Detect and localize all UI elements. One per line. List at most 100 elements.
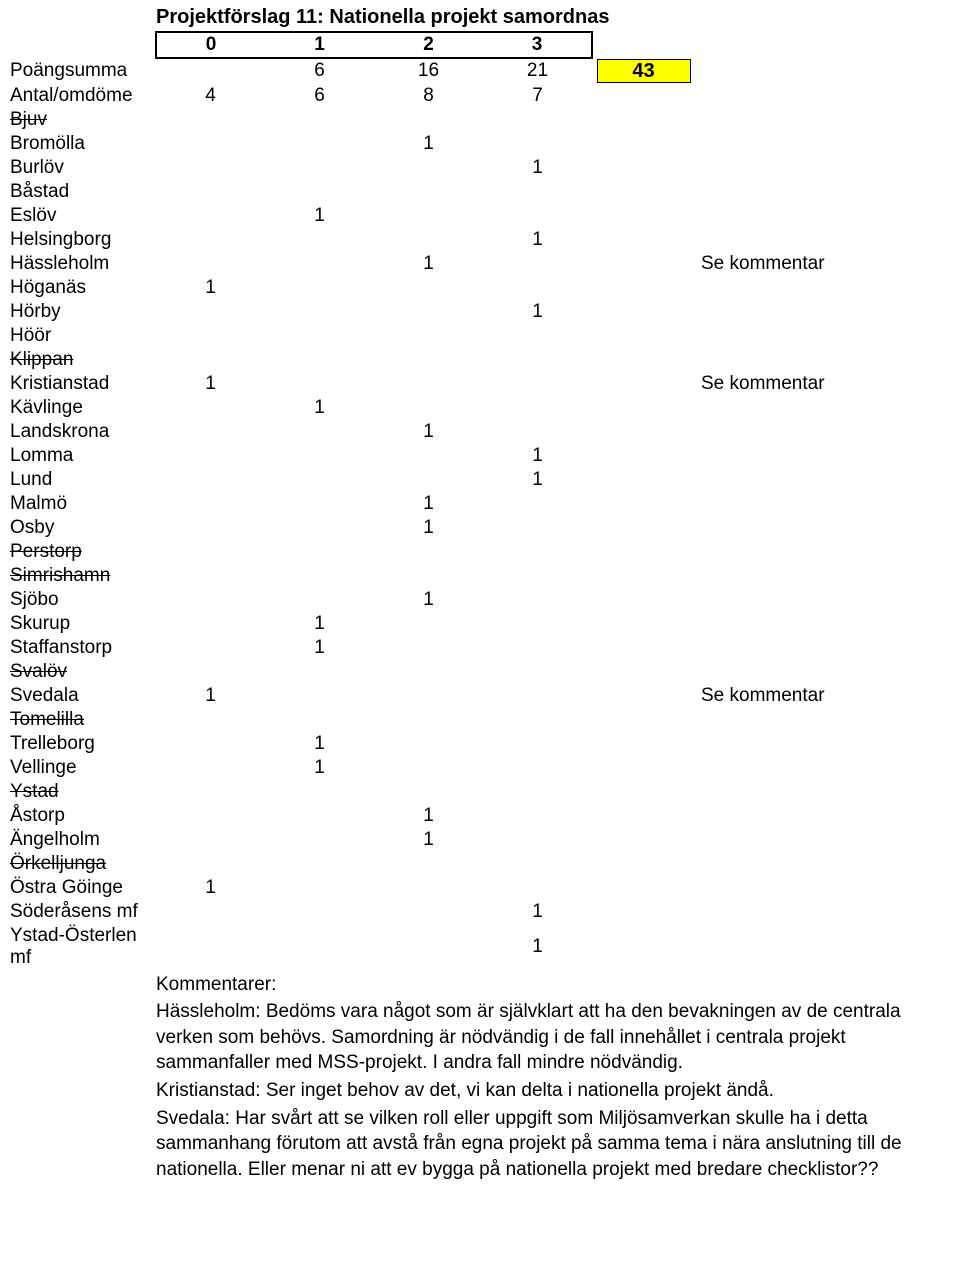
table-row: Ängelholm1: [10, 828, 950, 852]
row-note: [701, 756, 950, 780]
row-name: Klippan: [10, 348, 156, 372]
row-c2: [374, 228, 483, 252]
row-c0: 1: [156, 276, 265, 300]
row-c3: [483, 108, 592, 132]
row-c3: [483, 276, 592, 300]
row-name: Höör: [10, 324, 156, 348]
row-note: [701, 348, 950, 372]
row-name: Ystad-Österlen mf: [10, 924, 156, 970]
row-c3: 1: [483, 924, 592, 970]
row-c3: [483, 588, 592, 612]
row-c1: 1: [265, 636, 374, 660]
row-note: [701, 444, 950, 468]
table-row: Eslöv1: [10, 204, 950, 228]
count-c3: 7: [483, 84, 592, 108]
table-row: Bromölla1: [10, 132, 950, 156]
row-c2: [374, 660, 483, 684]
row-c2: [374, 540, 483, 564]
row-c0: [156, 420, 265, 444]
row-name: Perstorp: [10, 540, 156, 564]
table-row: Osby1: [10, 516, 950, 540]
table-row: Örkelljunga: [10, 852, 950, 876]
row-c1: [265, 540, 374, 564]
table-row: Tomelilla: [10, 708, 950, 732]
row-c2: [374, 324, 483, 348]
row-name: Burlöv: [10, 156, 156, 180]
count-c1: 6: [265, 84, 374, 108]
row-note: [701, 636, 950, 660]
row-name: Hörby: [10, 300, 156, 324]
row-c3: [483, 420, 592, 444]
row-note: [701, 228, 950, 252]
row-c3: [483, 516, 592, 540]
table-row: Svalöv: [10, 660, 950, 684]
sum-c0: [156, 58, 265, 84]
row-c2: [374, 180, 483, 204]
row-c3: [483, 492, 592, 516]
row-c0: [156, 324, 265, 348]
row-note: [701, 492, 950, 516]
row-c0: [156, 252, 265, 276]
table-row: Helsingborg1: [10, 228, 950, 252]
row-note: [701, 828, 950, 852]
row-c0: [156, 468, 265, 492]
table-row: Lund1: [10, 468, 950, 492]
row-c2: [374, 732, 483, 756]
row-c3: [483, 372, 592, 396]
row-c0: [156, 780, 265, 804]
row-c0: [156, 708, 265, 732]
row-c0: [156, 564, 265, 588]
sum-c3: 21: [483, 58, 592, 84]
row-c1: [265, 660, 374, 684]
row-name: Bjuv: [10, 108, 156, 132]
row-c2: 1: [374, 492, 483, 516]
row-c2: [374, 564, 483, 588]
comment-item: Svedala: Har svårt att se vilken roll el…: [156, 1106, 946, 1183]
row-c3: [483, 132, 592, 156]
row-name: Hässleholm: [10, 252, 156, 276]
row-c3: [483, 348, 592, 372]
comments-block: Kommentarer: Hässleholm: Bedöms vara någ…: [156, 972, 946, 1183]
row-c1: [265, 276, 374, 300]
table-row: Perstorp: [10, 540, 950, 564]
row-c0: [156, 756, 265, 780]
row-c3: [483, 660, 592, 684]
sum-row: Poängsumma 6 16 21 43: [10, 58, 950, 84]
row-c0: [156, 396, 265, 420]
row-c0: [156, 108, 265, 132]
row-c1: [265, 228, 374, 252]
row-name: Staffanstorp: [10, 636, 156, 660]
row-note: Se kommentar: [701, 684, 950, 708]
row-c3: [483, 180, 592, 204]
row-c2: 1: [374, 420, 483, 444]
row-c2: [374, 156, 483, 180]
row-c3: 1: [483, 900, 592, 924]
row-c2: 1: [374, 516, 483, 540]
row-c3: [483, 324, 592, 348]
row-name: Höganäs: [10, 276, 156, 300]
row-c0: [156, 804, 265, 828]
row-c1: [265, 444, 374, 468]
row-c2: 1: [374, 804, 483, 828]
comment-item: Hässleholm: Bedöms vara något som är sjä…: [156, 999, 946, 1076]
row-name: Skurup: [10, 612, 156, 636]
row-note: [701, 900, 950, 924]
row-c0: [156, 924, 265, 970]
row-name: Svalöv: [10, 660, 156, 684]
table-row: Landskrona1: [10, 420, 950, 444]
row-c1: [265, 324, 374, 348]
row-c0: [156, 300, 265, 324]
table-row: Simrishamn: [10, 564, 950, 588]
sum-total: 43: [597, 59, 691, 83]
row-note: [701, 852, 950, 876]
row-c3: [483, 252, 592, 276]
row-c3: 1: [483, 300, 592, 324]
row-c1: [265, 708, 374, 732]
row-c0: [156, 732, 265, 756]
row-c2: 1: [374, 252, 483, 276]
row-c1: [265, 828, 374, 852]
row-c2: [374, 756, 483, 780]
row-note: [701, 780, 950, 804]
row-c2: [374, 468, 483, 492]
header-0: 0: [156, 32, 265, 58]
